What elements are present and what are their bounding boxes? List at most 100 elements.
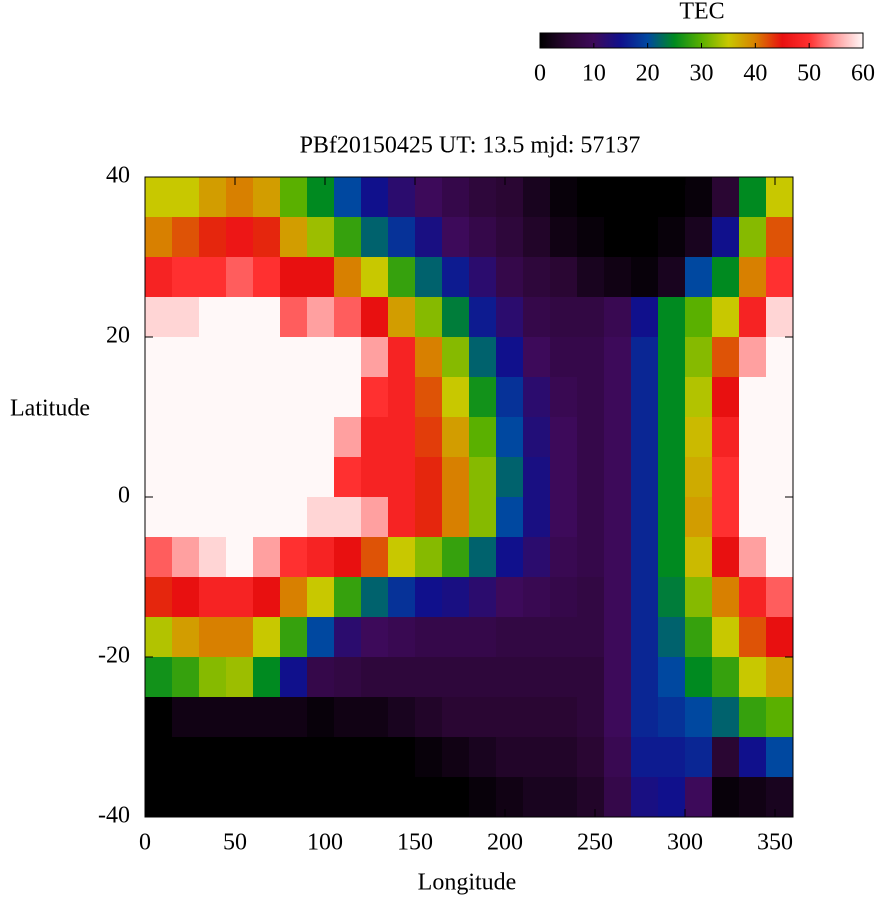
heat-cell (712, 577, 740, 618)
heat-cell (739, 217, 767, 258)
heat-cell (631, 337, 659, 378)
x-tick-label: 200 (487, 830, 523, 856)
heat-cell (388, 337, 416, 378)
heat-cell (469, 537, 497, 578)
heat-cell (766, 177, 794, 218)
heat-cell (712, 337, 740, 378)
heat-cell (172, 337, 200, 378)
heat-cell (712, 177, 740, 218)
heat-cell (523, 777, 551, 818)
heat-cell (415, 457, 443, 498)
heat-cell (361, 777, 389, 818)
heat-cell (658, 777, 686, 818)
heat-cell (253, 697, 281, 738)
heat-cell (172, 297, 200, 338)
heat-cell (739, 657, 767, 698)
heat-cell (145, 177, 173, 218)
heat-cell (253, 217, 281, 258)
heat-cell (172, 737, 200, 778)
heat-cell (523, 297, 551, 338)
heat-cell (496, 417, 524, 458)
heat-cell (658, 257, 686, 298)
heat-cell (712, 417, 740, 458)
heat-cell (280, 577, 308, 618)
heat-cell (658, 457, 686, 498)
heat-cell (280, 177, 308, 218)
heat-cell (415, 497, 443, 538)
heat-cell (712, 217, 740, 258)
heat-cell (361, 657, 389, 698)
heat-cell (415, 617, 443, 658)
x-tick-label: 250 (577, 830, 613, 856)
heat-cell (226, 657, 254, 698)
heat-cell (469, 617, 497, 658)
heat-cell (388, 537, 416, 578)
heat-cell (496, 657, 524, 698)
heat-cell (577, 737, 605, 778)
heat-cell (631, 377, 659, 418)
heat-cell (415, 257, 443, 298)
heat-cell (469, 217, 497, 258)
heat-cell (739, 337, 767, 378)
heat-cell (685, 777, 713, 818)
heat-cell (712, 617, 740, 658)
heat-cell (280, 537, 308, 578)
heat-cell (550, 457, 578, 498)
heat-cell (172, 657, 200, 698)
heat-cell (577, 577, 605, 618)
heat-cell (604, 497, 632, 538)
heat-cell (469, 697, 497, 738)
heat-cell (199, 657, 227, 698)
heat-cell (469, 657, 497, 698)
heat-cell (280, 657, 308, 698)
heat-cell (280, 297, 308, 338)
heat-cell (523, 417, 551, 458)
heat-cell (172, 497, 200, 538)
heat-cell (604, 417, 632, 458)
heat-cell (523, 337, 551, 378)
heat-cell (604, 257, 632, 298)
heat-cell (172, 257, 200, 298)
heat-cell (766, 737, 794, 778)
heat-cell (577, 377, 605, 418)
heat-cell (361, 377, 389, 418)
heat-cell (631, 497, 659, 538)
heat-cell (253, 537, 281, 578)
heat-cell (442, 737, 470, 778)
heat-cell (280, 337, 308, 378)
heat-cell (469, 577, 497, 618)
heat-cell (145, 737, 173, 778)
heat-cell (172, 577, 200, 618)
heat-cell (469, 297, 497, 338)
heat-cell (577, 177, 605, 218)
heat-cell (334, 257, 362, 298)
heat-cell (172, 697, 200, 738)
heat-cell (469, 777, 497, 818)
heat-cell (685, 577, 713, 618)
heat-cell (361, 617, 389, 658)
heat-cell (226, 217, 254, 258)
heat-cell (172, 537, 200, 578)
heat-cell (415, 337, 443, 378)
heat-cell (280, 777, 308, 818)
heat-cell (415, 657, 443, 698)
heat-cell (523, 697, 551, 738)
heat-cell (361, 577, 389, 618)
heat-cell (199, 217, 227, 258)
heat-cell (199, 457, 227, 498)
heat-cell (577, 777, 605, 818)
heat-cell (361, 257, 389, 298)
heat-cell (442, 537, 470, 578)
heat-cell (361, 417, 389, 458)
heat-cell (550, 777, 578, 818)
heat-cell (199, 617, 227, 658)
heat-cell (658, 697, 686, 738)
heat-cell (685, 457, 713, 498)
heat-cell (388, 577, 416, 618)
heat-cell (145, 377, 173, 418)
heat-cell (523, 457, 551, 498)
x-tick-label: 0 (139, 830, 151, 856)
heat-cell (604, 777, 632, 818)
heat-cell (145, 297, 173, 338)
heat-cell (523, 497, 551, 538)
